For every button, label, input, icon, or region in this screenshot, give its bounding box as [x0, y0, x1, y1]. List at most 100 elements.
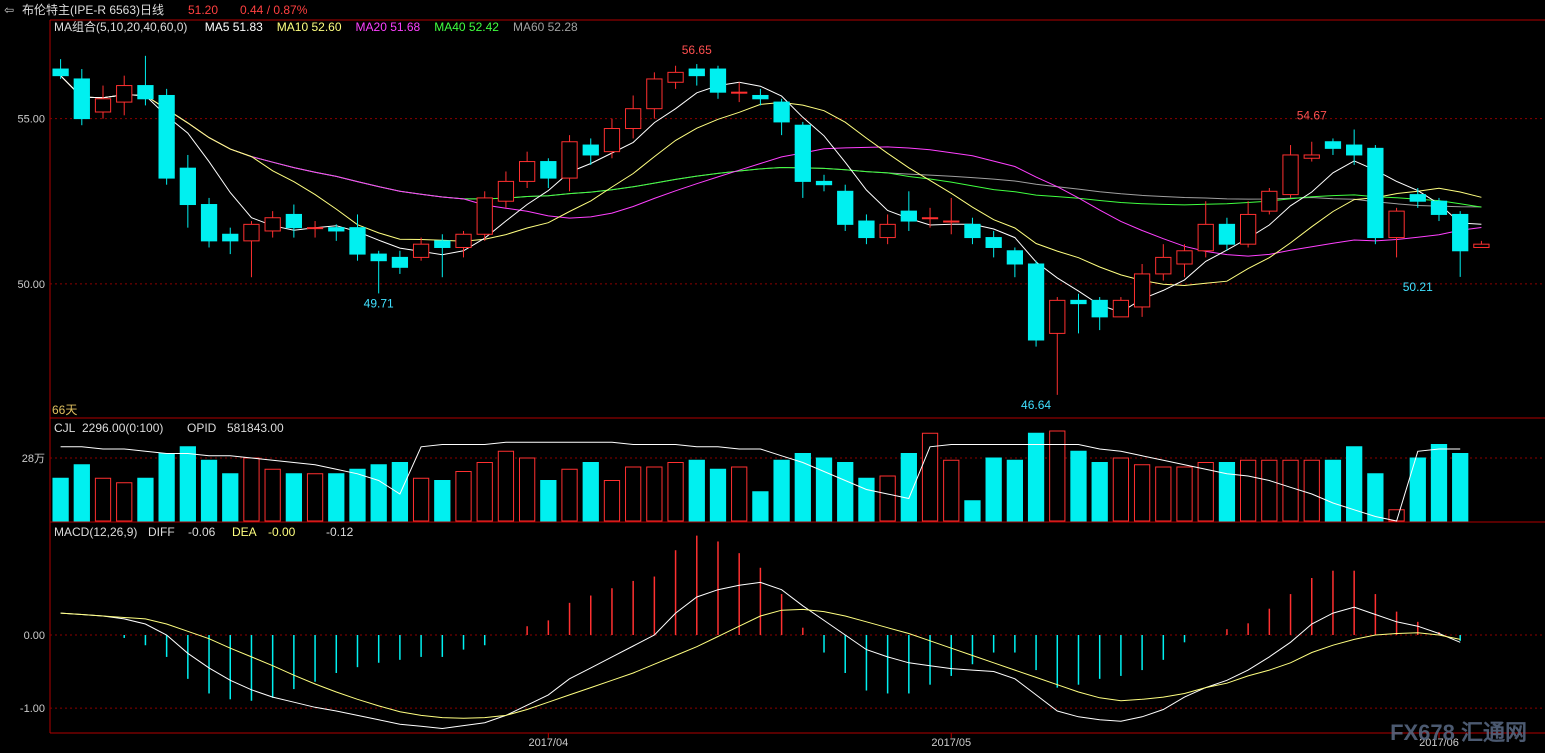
- back-arrow-icon[interactable]: ⇦: [4, 3, 15, 17]
- dea-label: DEA: [232, 525, 257, 539]
- volume-bar: [222, 473, 239, 522]
- volume-bar: [709, 468, 727, 522]
- volume-bar: [794, 453, 811, 522]
- volume-bar: [752, 491, 769, 522]
- volume-bar: [243, 457, 260, 522]
- candle-body: [73, 78, 90, 120]
- volume-bar: [646, 466, 663, 522]
- candle-body: [815, 180, 833, 186]
- candle-body: [1027, 263, 1045, 341]
- candle-body: [837, 190, 854, 225]
- candle-body: [900, 210, 917, 222]
- macd-value: -0.12: [326, 525, 354, 539]
- candle-body: [1452, 213, 1469, 252]
- candle-body: [179, 167, 196, 206]
- ma40-line: [60, 75, 1482, 208]
- candle-body: [1261, 190, 1278, 212]
- macd-dea-line: [60, 608, 1461, 719]
- volume-bar: [1027, 432, 1045, 522]
- macd-diff-line: [60, 581, 1461, 730]
- candle-body: [158, 94, 175, 179]
- volume-bar: [137, 477, 154, 522]
- opid-line: [60, 441, 1461, 522]
- candle-body: [794, 124, 811, 182]
- volume-bar: [1218, 462, 1236, 522]
- diff-label: DIFF: [148, 525, 175, 539]
- volume-bar: [688, 459, 705, 522]
- candle-body: [434, 240, 451, 248]
- volume-bar: [1282, 459, 1299, 522]
- price-annotation: 49.71: [364, 296, 394, 310]
- price-annotation: 54.67: [1297, 109, 1327, 123]
- volume-bar: [1409, 457, 1426, 522]
- candle-body: [1112, 299, 1130, 318]
- volume-bar: [116, 482, 133, 522]
- ma20-line: [60, 75, 1482, 257]
- candle-body: [985, 237, 1002, 248]
- candle-body: [1324, 141, 1342, 149]
- ma-legend-item-ma5: MA5 51.83: [204, 20, 263, 34]
- candle-body: [94, 98, 112, 113]
- volume-bar: [1049, 430, 1066, 522]
- macd-tick-label: 0.00: [24, 630, 45, 642]
- volume-bar: [1006, 459, 1024, 522]
- period-label: 66天: [52, 403, 78, 417]
- candle-body: [264, 217, 281, 232]
- candle-body: [540, 161, 557, 179]
- volume-bar: [943, 459, 960, 522]
- volume-bar: [1430, 444, 1448, 522]
- macd-tick-label: -1.00: [20, 703, 45, 715]
- candle-body: [1346, 144, 1363, 156]
- volume-bar: [731, 466, 748, 522]
- candle-body: [349, 227, 366, 255]
- volume-bar: [1452, 453, 1469, 522]
- volume-bar: [540, 480, 557, 522]
- candle-body: [200, 204, 218, 242]
- volume-tick-label: 28万: [22, 453, 45, 465]
- candle-body: [518, 161, 536, 182]
- volume-bar: [328, 473, 345, 522]
- candle-body: [306, 227, 324, 230]
- candle-body: [1430, 200, 1448, 215]
- volume-bar: [476, 462, 493, 522]
- volume-bar: [625, 466, 642, 522]
- volume-bar: [815, 457, 833, 522]
- volume-bar: [879, 475, 896, 522]
- candle-body: [1388, 210, 1405, 239]
- ma-legend-label: MA组合(5,10,20,40,60,0): [54, 20, 188, 34]
- candle-body: [328, 227, 345, 232]
- volume-bar: [603, 480, 621, 522]
- volume-bar: [1155, 466, 1172, 522]
- candle-body: [1197, 223, 1214, 252]
- candle-body: [497, 180, 515, 202]
- volume-bar: [497, 450, 515, 522]
- volume-bar: [985, 457, 1002, 522]
- volume-bar: [306, 473, 324, 522]
- candle-body: [1155, 256, 1172, 275]
- macd-legend-label: MACD(12,26,9): [54, 525, 138, 539]
- volume-bar: [94, 477, 112, 522]
- candle-body: [879, 223, 896, 239]
- candle-body: [137, 85, 154, 100]
- candle-body: [1176, 250, 1193, 265]
- opid-value: 581843.00: [227, 421, 284, 435]
- price-annotation: 46.64: [1021, 398, 1051, 412]
- candle-body: [116, 85, 133, 103]
- candle-body: [1070, 299, 1087, 305]
- date-tick-label: 2017/06: [1419, 737, 1459, 749]
- price-change: 0.44 / 0.87%: [240, 3, 308, 17]
- volume-bar: [1367, 473, 1384, 522]
- volume-bar: [264, 468, 281, 522]
- ma10-line: [60, 75, 1482, 287]
- chart-title: 布伦特主(IPE-R 6563)日线: [22, 3, 165, 17]
- candle-body: [1282, 154, 1299, 196]
- ma-legend-item-ma10: MA10 52.60: [276, 20, 342, 34]
- volume-legend-value: 2296.00(0:100): [82, 421, 164, 435]
- candle-body: [476, 197, 493, 235]
- title-bar: [0, 0, 1545, 20]
- candle-body: [773, 101, 790, 123]
- candle-body: [667, 71, 684, 83]
- candle-body: [455, 233, 472, 248]
- price-tick-label: 50.00: [17, 279, 45, 291]
